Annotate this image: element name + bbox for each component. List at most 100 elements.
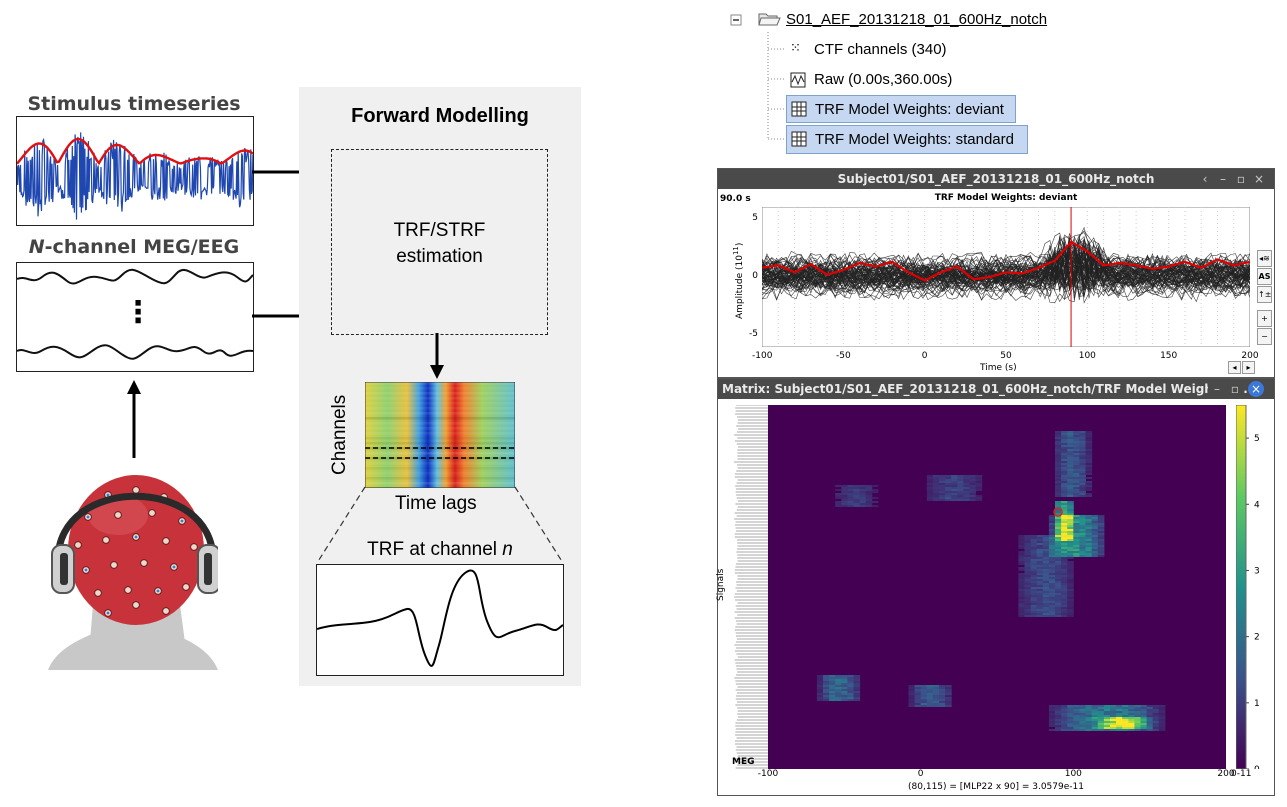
tree-item-label: TRF Model Weights: deviant <box>815 101 1004 118</box>
tree-item-trf-standard[interactable]: TRF Model Weights: standard <box>786 125 1028 154</box>
estimation-text: TRF/STRF estimation <box>332 218 547 270</box>
x-tick-label: 0 <box>921 351 928 361</box>
tree-lines <box>730 14 786 140</box>
matrix-window: Matrix: Subject01/S01_AEF_20131218_01_60… <box>716 378 1275 796</box>
x-tick-label: 150 <box>1160 351 1178 361</box>
page-left-button[interactable]: ◂ <box>1228 361 1241 374</box>
x-tick-label: 200 <box>1241 351 1259 361</box>
display-mode-button[interactable]: ◂≋ <box>1257 250 1272 267</box>
maximize-icon[interactable]: ▫ <box>1236 172 1246 186</box>
meg-channel-2 <box>17 344 253 360</box>
timeseries-window-title: Subject01/S01_AEF_20131218_01_600Hz_notc… <box>837 172 1155 186</box>
meg-title: N-channel MEG/EEG <box>16 236 252 258</box>
timeseries-window: Subject01/S01_AEF_20131218_01_600Hz_notc… <box>717 168 1275 378</box>
x-tick-label: 100 <box>1064 769 1082 779</box>
electrode <box>94 589 102 597</box>
x-tick-label: -100 <box>757 769 779 779</box>
electrode <box>114 511 122 519</box>
electrode <box>182 583 190 591</box>
meg-bottom-label: MEG <box>732 757 755 767</box>
electrode <box>102 536 110 544</box>
zoom-in-button[interactable]: + <box>1257 310 1272 327</box>
channels-icon: ⁙ <box>790 41 801 56</box>
x-tick-label: 0 <box>917 769 924 779</box>
y-tick-label: -5 <box>749 329 758 340</box>
electrode <box>132 601 140 609</box>
estimation-box: TRF/STRF estimation <box>331 149 548 335</box>
trf-title-n: n <box>502 539 513 560</box>
stimulus-title: Stimulus timeseries <box>27 93 241 115</box>
stimulus-timeseries-plot <box>16 116 254 226</box>
estimation-line-1: TRF/STRF <box>393 220 486 241</box>
autoscale-button[interactable]: AS <box>1257 268 1272 285</box>
y-tick-label: 5 <box>752 212 758 223</box>
timeseries-titlebar[interactable]: Subject01/S01_AEF_20131218_01_600Hz_notc… <box>718 169 1274 189</box>
stimulus-waveform <box>17 132 253 220</box>
matrix-heatmap[interactable] <box>768 405 1226 769</box>
matrix-icon <box>791 101 807 117</box>
eeg-head-illustration <box>48 475 218 670</box>
trf-channel-title: TRF at channel n <box>299 539 581 561</box>
tree-item-label: TRF Model Weights: standard <box>815 131 1014 148</box>
maximize-icon[interactable]: ▫ <box>1226 379 1244 399</box>
close-icon[interactable]: × <box>1248 381 1264 397</box>
y-tick-label: 0 <box>752 271 758 281</box>
timeseries-plot[interactable] <box>762 207 1250 347</box>
tree-expander[interactable] <box>731 13 741 25</box>
meg-waveforms <box>17 268 253 360</box>
trf-plot <box>316 564 564 676</box>
minimize-icon[interactable]: – <box>1208 379 1226 399</box>
minimize-icon[interactable]: – <box>1220 172 1226 186</box>
tree-item-label: Raw (0.00s,360.00s) <box>814 71 953 88</box>
meg-channel-1 <box>17 268 253 285</box>
tree-folder-label[interactable]: S01_AEF_20131218_01_600Hz_notch <box>786 11 1048 28</box>
colorbar-tick-label: 5 <box>1254 434 1260 444</box>
electrode <box>132 486 140 494</box>
colorbar: 0 1 2 3 4 5 <box>1236 405 1260 769</box>
collapse-icon[interactable]: ‹ <box>1202 172 1208 186</box>
x-tick-label: 50 <box>1000 351 1012 361</box>
headphone-band <box>54 492 217 561</box>
electrode <box>140 559 148 567</box>
plot-title: TRF Model Weights: deviant <box>934 193 1078 203</box>
colorbar-exponent: 0-11 <box>1231 769 1252 779</box>
shoulders <box>48 630 218 670</box>
status-readout: (80,115) = [MLP22 x 90] = 3.0579e-11 <box>908 782 1084 792</box>
colorbar-tick-label: 0 <box>1254 765 1260 769</box>
signals-ylabel: Signals <box>716 568 726 601</box>
stimulus-signal <box>17 132 253 220</box>
close-icon[interactable]: × <box>1253 172 1265 186</box>
zoom-out-button[interactable]: − <box>1257 328 1272 345</box>
ylabel-exp: 11 <box>732 246 740 256</box>
page-right-button[interactable]: ▸ <box>1242 361 1255 374</box>
down-arrow <box>430 333 444 379</box>
channel-ellipsis: ⋮ <box>123 295 153 330</box>
colorbar-tick-label: 2 <box>1254 633 1260 643</box>
heatmap-xticks: -100 0 100 200 <box>758 769 1235 781</box>
electrode <box>110 561 118 569</box>
colorbar-tick-label: 4 <box>1254 500 1260 510</box>
ylabel-text: Amplitude (10 <box>735 255 745 319</box>
electrode <box>124 586 132 594</box>
flip-axis-button[interactable]: ↑± <box>1257 286 1272 303</box>
cursor-marker[interactable] <box>1053 507 1063 517</box>
tree-item-trf-deviant[interactable]: TRF Model Weights: deviant <box>786 95 1016 123</box>
trf-title-text: TRF at channel <box>367 539 503 560</box>
meg-channels-plot: ⋮ <box>16 262 254 372</box>
colorbar-tick-label: 1 <box>1254 699 1260 709</box>
strf-heatmap <box>365 382 515 488</box>
folder-open-icon <box>758 13 781 26</box>
stimulus-envelope <box>17 137 253 166</box>
estimation-line-2: estimation <box>396 246 483 267</box>
head-arrow <box>127 380 141 458</box>
meg-title-n: N <box>28 236 45 258</box>
time-lags-label: Time lags <box>395 493 477 514</box>
time-xlabel: Time (s) <box>980 363 1017 373</box>
matrix-window-title: Matrix: Subject01/S01_AEF_20131218_01_60… <box>722 382 1257 396</box>
matrix-titlebar[interactable]: Matrix: Subject01/S01_AEF_20131218_01_60… <box>718 379 1274 399</box>
time-readout: 90.0 s <box>720 194 751 204</box>
electrode <box>162 537 170 545</box>
electrode <box>148 509 156 517</box>
forward-modelling-title: Forward Modelling <box>351 105 529 127</box>
meg-title-rest: -channel MEG/EEG <box>44 236 240 258</box>
